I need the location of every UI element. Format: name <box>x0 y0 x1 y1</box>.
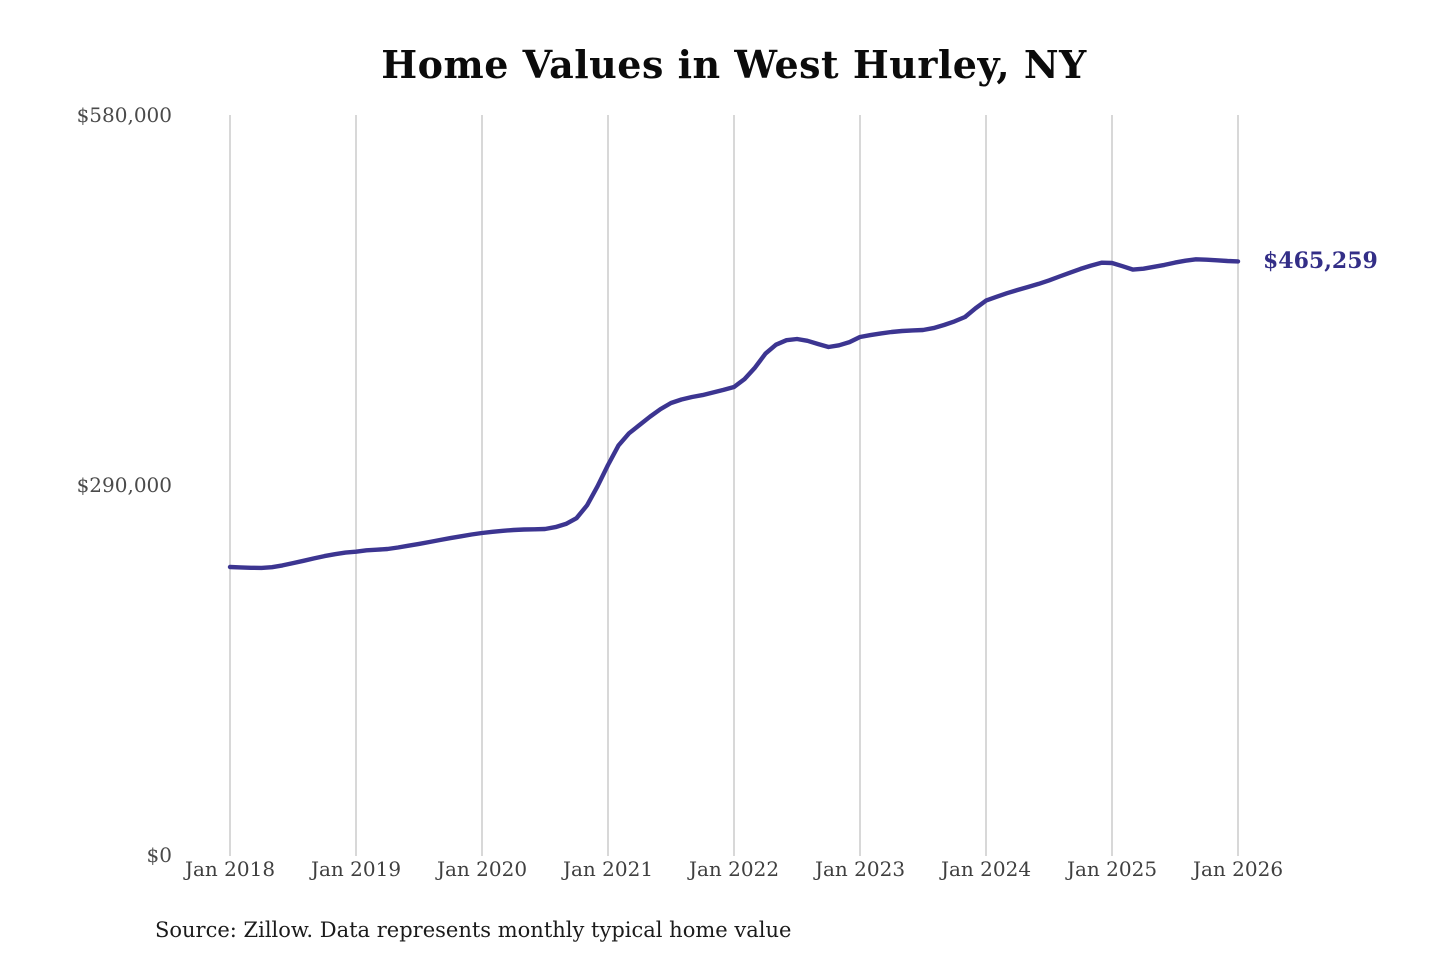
y-axis-tick-label: $580,000 <box>76 103 172 127</box>
x-axis-tick-label: Jan 2024 <box>940 857 1032 881</box>
x-axis-tick-label: Jan 2025 <box>1066 857 1158 881</box>
x-axis-tick-label: Jan 2023 <box>814 857 906 881</box>
chart-title: Home Values in West Hurley, NY <box>381 42 1087 87</box>
source-note: Source: Zillow. Data represents monthly … <box>155 918 792 942</box>
home-value-line-series <box>227 257 1241 571</box>
x-axis-tick-label: Jan 2021 <box>562 857 654 881</box>
x-axis-tick-label: Jan 2019 <box>310 857 402 881</box>
y-axis-tick-label: $290,000 <box>76 473 172 497</box>
vertical-gridlines <box>229 115 1239 856</box>
latest-value-label: $465,259 <box>1263 247 1378 274</box>
y-axis-tick-label: $0 <box>146 843 172 867</box>
x-axis-tick-label: Jan 2026 <box>1192 857 1284 881</box>
x-axis-tick-label: Jan 2018 <box>184 857 276 881</box>
x-axis-tick-label: Jan 2022 <box>688 857 780 881</box>
x-axis-tick-label: Jan 2020 <box>436 857 528 881</box>
